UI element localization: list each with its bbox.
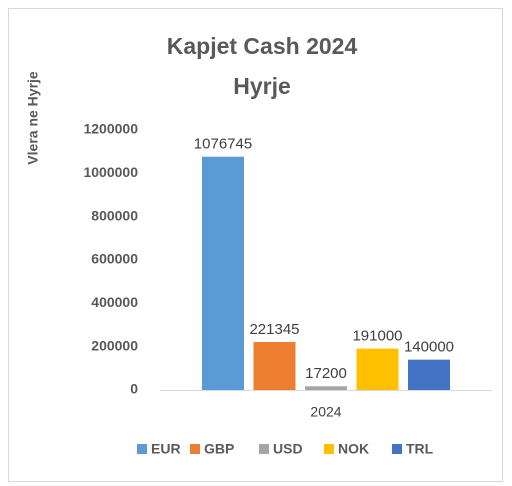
- legend-label: GBP: [204, 441, 234, 457]
- bar: [356, 348, 399, 390]
- y-tick-label: 400000: [91, 294, 138, 310]
- chart-title: Kapjet Cash 2024: [167, 33, 358, 59]
- legend-swatch: [259, 444, 269, 454]
- y-tick-label: 200000: [91, 337, 138, 353]
- bar: [305, 386, 347, 390]
- bar: [202, 156, 244, 390]
- legend-label: EUR: [151, 441, 181, 457]
- y-tick-label: 1200000: [83, 121, 138, 137]
- x-tick-label: 2024: [310, 404, 341, 420]
- y-tick-label: 600000: [91, 251, 138, 267]
- legend-label: TRL: [406, 441, 434, 457]
- data-label: 191000: [352, 328, 402, 345]
- data-label: 221345: [249, 321, 299, 338]
- bar: [408, 359, 450, 390]
- bar: [253, 342, 296, 390]
- data-label: 17200: [305, 365, 347, 382]
- y-tick-label: 800000: [91, 207, 138, 223]
- y-tick-label: 1000000: [83, 164, 138, 180]
- chart-title: Hyrje: [233, 73, 291, 99]
- legend-label: NOK: [338, 441, 369, 457]
- chart-border: [8, 8, 503, 482]
- data-label: 140000: [404, 339, 454, 356]
- legend-swatch: [392, 444, 402, 454]
- legend-swatch: [324, 444, 334, 454]
- legend-label: USD: [273, 441, 303, 457]
- y-axis-label: Vlera ne Hyrje: [25, 71, 41, 165]
- y-tick-label: 0: [130, 381, 138, 397]
- legend-swatch: [137, 444, 147, 454]
- data-label: 1076745: [194, 136, 252, 153]
- legend-swatch: [190, 444, 200, 454]
